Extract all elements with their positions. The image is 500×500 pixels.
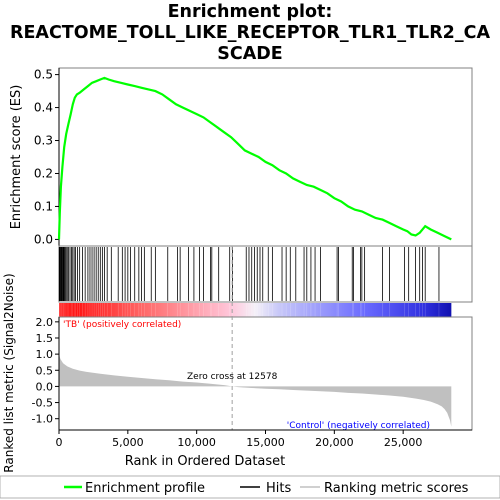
metric-y-axis-label: Ranked list metric (Signal2Noise) [2,273,16,472]
es-y-tick-label: 0.0 [34,232,53,246]
zero-cross-label: Zero cross at 12578 [187,372,278,382]
x-tick-label: 25,000 [384,436,423,449]
metric-y-tick-label: 2.0 [36,316,54,329]
metric-y-tick-label: 0.5 [36,364,54,377]
es-y-tick-label: 0.5 [34,68,53,82]
metric-y-tick-label: -0.5 [32,397,53,410]
rank-color-bar [59,303,452,317]
es-y-tick-label: 0.3 [34,134,53,148]
x-axis-label: Rank in Ordered Dataset [125,454,286,469]
legend-enrichment-profile: Enrichment profile [85,481,205,496]
metric-y-tick-label: 1.5 [36,332,54,345]
legend-ranking-metric-scores: Ranking metric scores [324,481,469,496]
metric-y-tick-label: -1.0 [32,413,53,426]
es-y-tick-label: 0.2 [34,166,53,180]
hits-lines [58,247,440,301]
enrichment-profile-line [57,76,452,241]
negative-correlation-label: 'Control' (negatively correlated) [287,421,430,431]
hits-panel [58,245,473,303]
x-tick-label: 0 [56,436,63,449]
es-y-tick-label: 0.4 [34,101,53,115]
legend: Enrichment profile Hits Ranking metric s… [0,475,500,499]
legend-hits: Hits [266,481,291,496]
chart-title-line1: Enrichment plot: [167,2,333,22]
metric-y-tick-label: 1.0 [36,348,54,361]
hits-panel-frame [58,245,473,303]
x-tick-label: 15,000 [246,436,285,449]
es-panel: 0.0 0.1 0.2 0.3 0.4 0.5 Enrichment score (ES) [9,67,473,247]
x-tick-label: 10,000 [177,436,216,449]
metric-panel: Zero cross at 12578 'TB' (positively cor… [2,246,473,473]
x-tick-label: 5,000 [112,436,144,449]
chart-title-line3: SCADE [217,44,283,64]
es-y-axis-label: Enrichment score (ES) [9,85,24,230]
rank-color-bar-ticks [59,303,440,317]
chart-title-line2: REACTOME_TOLL_LIKE_RECEPTOR_TLR1_TLR2_CA [9,23,490,43]
metric-panel-frame [58,316,473,431]
es-panel-frame [58,67,473,247]
ranking-metric-area [59,354,452,427]
x-tick-label: 20,000 [315,436,354,449]
positive-correlation-label: 'TB' (positively correlated) [63,320,181,330]
es-y-tick-label: 0.1 [34,199,53,213]
metric-y-tick-label: 0.0 [36,380,54,393]
metric-y-axis: -1.0 -0.5 0.0 0.5 1.0 1.5 2.0 [32,316,60,430]
x-axis: 0 5,000 10,000 15,000 20,000 25,000 [56,429,472,449]
es-y-axis: 0.0 0.1 0.2 0.3 0.4 0.5 [34,68,60,246]
